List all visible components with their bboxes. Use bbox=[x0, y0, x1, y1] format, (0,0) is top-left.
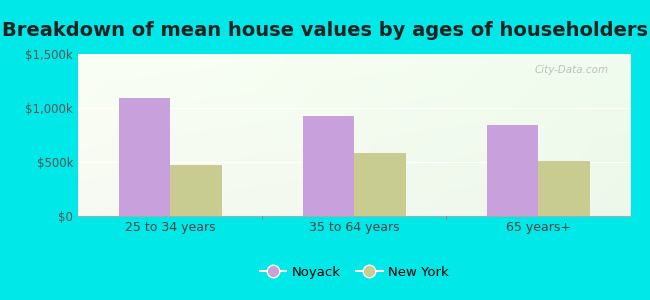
Text: Breakdown of mean house values by ages of householders: Breakdown of mean house values by ages o… bbox=[2, 21, 648, 40]
Bar bbox=[303, 116, 354, 216]
Text: City-Data.com: City-Data.com bbox=[534, 65, 608, 75]
Bar bbox=[354, 153, 406, 216]
Bar bbox=[487, 125, 538, 216]
Bar bbox=[538, 161, 590, 216]
Legend: Noyack, New York: Noyack, New York bbox=[255, 260, 454, 284]
Bar bbox=[118, 98, 170, 216]
Bar bbox=[170, 165, 222, 216]
